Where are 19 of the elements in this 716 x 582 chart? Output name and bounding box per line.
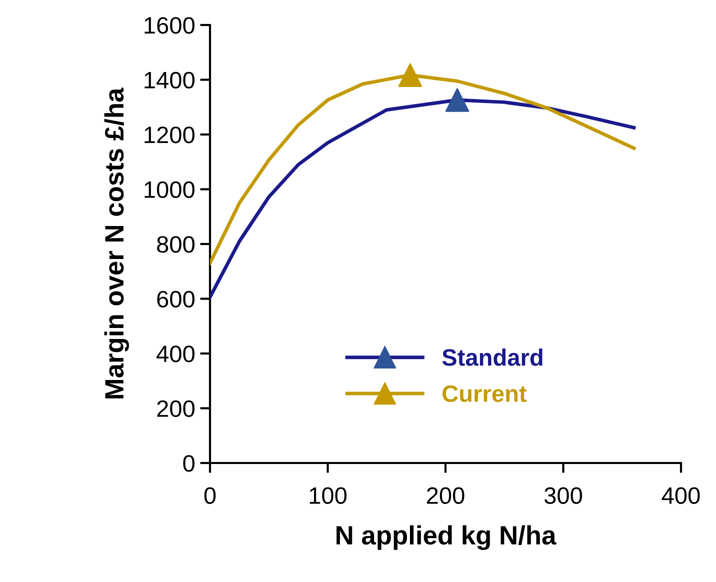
y-tick-label: 600 <box>157 290 194 308</box>
y-tick-label: 400 <box>156 346 194 362</box>
x-axis-title: N applied kg N/ha <box>336 525 556 550</box>
y-tick-label: 1600 <box>144 17 194 34</box>
x-tick-label: 300 <box>544 487 582 504</box>
x-tick-label: 100 <box>310 487 347 504</box>
y-tick-label: 200 <box>157 400 194 418</box>
y-tick-label: 1400 <box>144 72 194 89</box>
y-tick-label: 0 <box>183 455 194 472</box>
legend-label: Current <box>442 385 527 402</box>
y-tick-label: 800 <box>157 236 194 253</box>
y-axis-title: Margin over N costs £/ha <box>104 88 130 398</box>
line-series <box>210 98 636 299</box>
x-tick-label: 400 <box>662 487 700 504</box>
x-tick-label: 0 <box>204 487 216 504</box>
y-tick-label: 1000 <box>144 181 194 198</box>
x-tick-label: 200 <box>426 487 464 504</box>
legend-label: Standard <box>442 348 542 366</box>
y-tick-label: 1200 <box>144 126 194 144</box>
